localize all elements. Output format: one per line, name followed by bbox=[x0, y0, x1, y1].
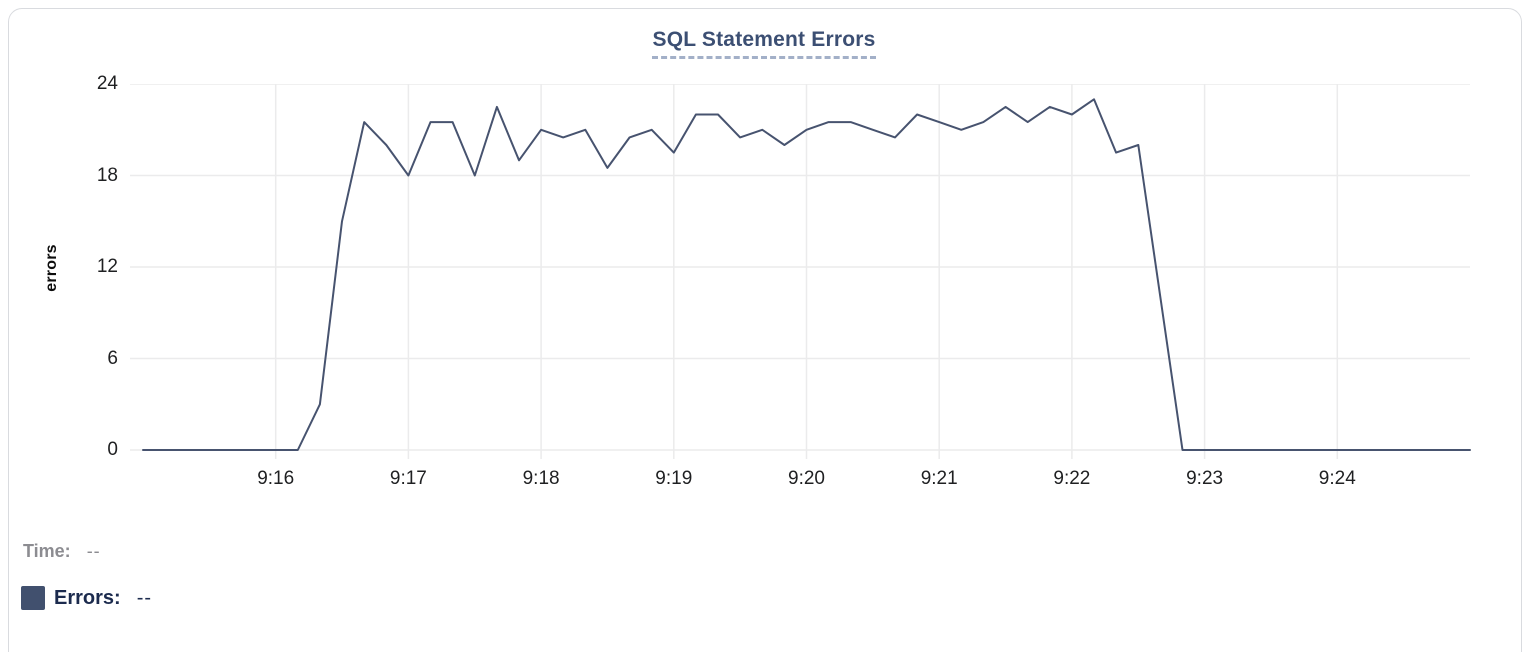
sql-errors-line-chart[interactable] bbox=[130, 84, 1475, 464]
tooltip-errors-value: -- bbox=[136, 586, 153, 609]
x-tick-label: 9:16 bbox=[257, 468, 295, 489]
chart-title[interactable]: SQL Statement Errors bbox=[652, 28, 876, 59]
x-tick-label: 9:24 bbox=[1318, 468, 1356, 489]
y-tick-label: 6 bbox=[107, 347, 118, 369]
y-tick-label: 24 bbox=[96, 73, 118, 94]
tooltip-errors-label: Errors: bbox=[54, 586, 121, 609]
x-tick-label: 9:17 bbox=[389, 468, 427, 489]
x-tick-label: 9:22 bbox=[1053, 468, 1091, 489]
x-tick-label: 9:19 bbox=[655, 468, 693, 489]
x-tick-label: 9:21 bbox=[920, 468, 958, 489]
y-tick-label: 0 bbox=[107, 439, 118, 460]
y-tick-label: 12 bbox=[96, 256, 118, 277]
y-axis-label: errors bbox=[43, 244, 60, 292]
x-tick-label: 9:23 bbox=[1186, 468, 1224, 489]
tooltip-time-row: Time: -- bbox=[23, 541, 101, 562]
legend-errors-row: Errors: -- bbox=[21, 586, 152, 610]
x-tick-label: 9:18 bbox=[522, 468, 560, 489]
tooltip-time-value: -- bbox=[86, 541, 101, 561]
errors-series-swatch bbox=[21, 586, 45, 610]
x-tick-label: 9:20 bbox=[788, 468, 825, 489]
errors-line-series[interactable] bbox=[142, 98, 1471, 451]
y-tick-label: 18 bbox=[96, 164, 118, 186]
chart-card bbox=[8, 8, 1522, 652]
chart-header: SQL Statement Errors bbox=[0, 28, 1528, 59]
tooltip-time-label: Time: bbox=[23, 541, 71, 561]
